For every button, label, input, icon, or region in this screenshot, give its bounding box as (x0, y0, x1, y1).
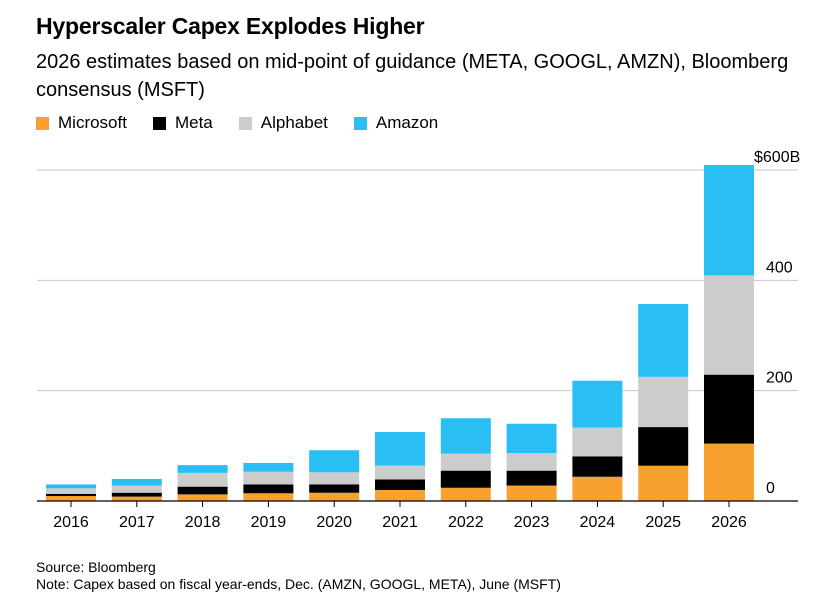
bar-segment-amazon (177, 465, 228, 473)
bar-segment-microsoft (46, 496, 96, 501)
bar-segment-meta (309, 484, 360, 493)
chart-title: Hyperscaler Capex Explodes Higher (36, 13, 425, 39)
legend-item-amazon: Amazon (353, 113, 439, 133)
x-tick-label: 2022 (448, 514, 484, 531)
bar-segment-amazon (46, 484, 96, 489)
legend-label-alphabet: Alphabet (260, 113, 328, 132)
bar-segment-meta (243, 484, 294, 494)
bar-segment-alphabet (111, 485, 162, 493)
bar-segment-amazon (506, 423, 557, 454)
bar-segment-amazon (572, 380, 623, 428)
x-tick-label: 2023 (514, 514, 550, 531)
x-tick-label: 2018 (185, 514, 221, 531)
legend: Microsoft Meta Alphabet Amazon (36, 113, 464, 133)
y-tick-label: 400 (766, 259, 793, 276)
bar-segment-meta (177, 486, 228, 495)
x-tick-label: 2021 (382, 514, 418, 531)
bar-segment-alphabet (638, 376, 689, 428)
bar-segment-microsoft (375, 489, 425, 501)
legend-swatch-amazon (353, 116, 367, 130)
legend-label-meta: Meta (174, 113, 213, 132)
bar-segment-meta (572, 456, 623, 477)
y-tick-label: 0 (766, 480, 775, 497)
legend-item-meta: Meta (152, 113, 213, 133)
bar-segment-alphabet (46, 488, 96, 494)
y-tick-label: 200 (766, 370, 793, 387)
legend-label-microsoft: Microsoft (58, 113, 127, 132)
bar-segment-meta (375, 479, 425, 490)
bar-segment-meta (638, 427, 689, 466)
bar-segment-alphabet (309, 472, 360, 485)
bar-segment-amazon (111, 478, 162, 486)
bar-segment-microsoft (638, 465, 689, 501)
bar-segment-alphabet (506, 453, 557, 471)
bar-segment-microsoft (506, 485, 557, 501)
bar-segment-microsoft (243, 493, 294, 501)
legend-item-alphabet: Alphabet (238, 113, 328, 133)
bar-segment-microsoft (309, 492, 360, 501)
chart-subtitle: 2026 estimates based on mid-point of gui… (36, 51, 789, 101)
legend-label-amazon: Amazon (375, 113, 439, 132)
legend-swatch-meta (152, 116, 166, 130)
bar-segment-alphabet (177, 472, 228, 487)
bar-segment-amazon (440, 418, 491, 454)
bar-segment-amazon (638, 304, 689, 377)
legend-swatch-microsoft (36, 116, 49, 130)
bar-segment-microsoft (572, 476, 623, 501)
bar-segment-microsoft (704, 443, 754, 501)
bar-segment-alphabet (375, 465, 425, 480)
bar-segment-amazon (309, 450, 360, 473)
bar-segment-alphabet (704, 275, 754, 375)
bar-segment-microsoft (440, 487, 491, 501)
footnote: Note: Capex based on fiscal year-ends, D… (36, 576, 561, 592)
bar-segment-microsoft (177, 494, 228, 501)
x-tick-label: 2017 (119, 514, 155, 531)
x-tick-label: 2020 (316, 514, 352, 531)
bar-segment-meta (46, 493, 96, 497)
bar-segment-meta (440, 470, 491, 488)
source-note: Source: Bloomberg (36, 559, 156, 575)
bar-segment-amazon (704, 165, 754, 276)
legend-swatch-alphabet (238, 116, 252, 130)
x-tick-label: 2019 (251, 514, 287, 531)
bar-segment-alphabet (572, 427, 623, 457)
bar-segment-alphabet (243, 471, 294, 485)
bar-segment-amazon (243, 462, 294, 472)
bar-segment-amazon (375, 432, 425, 466)
bar-segment-alphabet (440, 453, 491, 471)
y-tick-label: $600B (754, 149, 800, 166)
x-tick-label: 2024 (580, 514, 616, 531)
bar-segment-meta (704, 374, 754, 444)
legend-item-microsoft: Microsoft (36, 113, 127, 133)
x-tick-label: 2026 (711, 514, 747, 531)
x-tick-label: 2016 (53, 514, 89, 531)
bar-segment-meta (506, 470, 557, 486)
x-tick-label: 2025 (645, 514, 681, 531)
bar-segment-meta (111, 492, 162, 497)
bar-segment-microsoft (111, 496, 162, 501)
